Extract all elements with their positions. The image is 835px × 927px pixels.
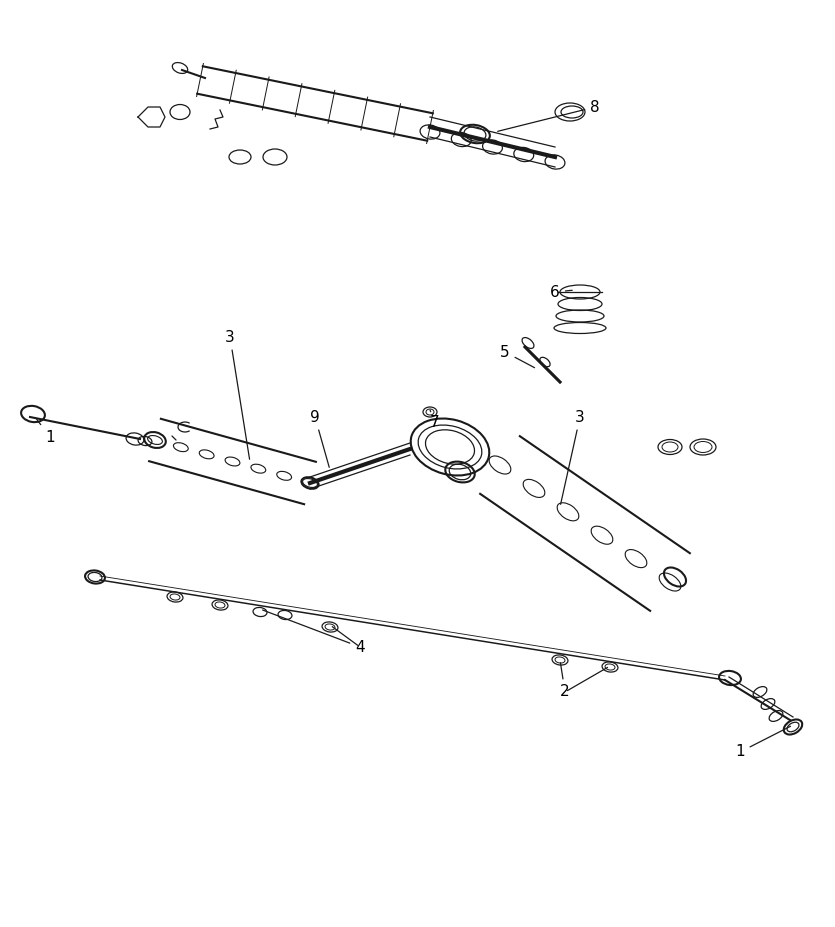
Text: 2: 2 (560, 663, 569, 700)
Text: 8: 8 (498, 99, 600, 132)
Text: 3: 3 (560, 410, 584, 504)
Text: 4: 4 (262, 610, 365, 654)
Text: 9: 9 (310, 410, 329, 467)
Text: 1: 1 (735, 726, 791, 759)
Text: 7: 7 (430, 410, 440, 429)
Text: 6: 6 (550, 285, 572, 299)
Text: 5: 5 (500, 345, 534, 368)
Text: 3: 3 (225, 329, 250, 459)
Text: 1: 1 (37, 419, 55, 445)
